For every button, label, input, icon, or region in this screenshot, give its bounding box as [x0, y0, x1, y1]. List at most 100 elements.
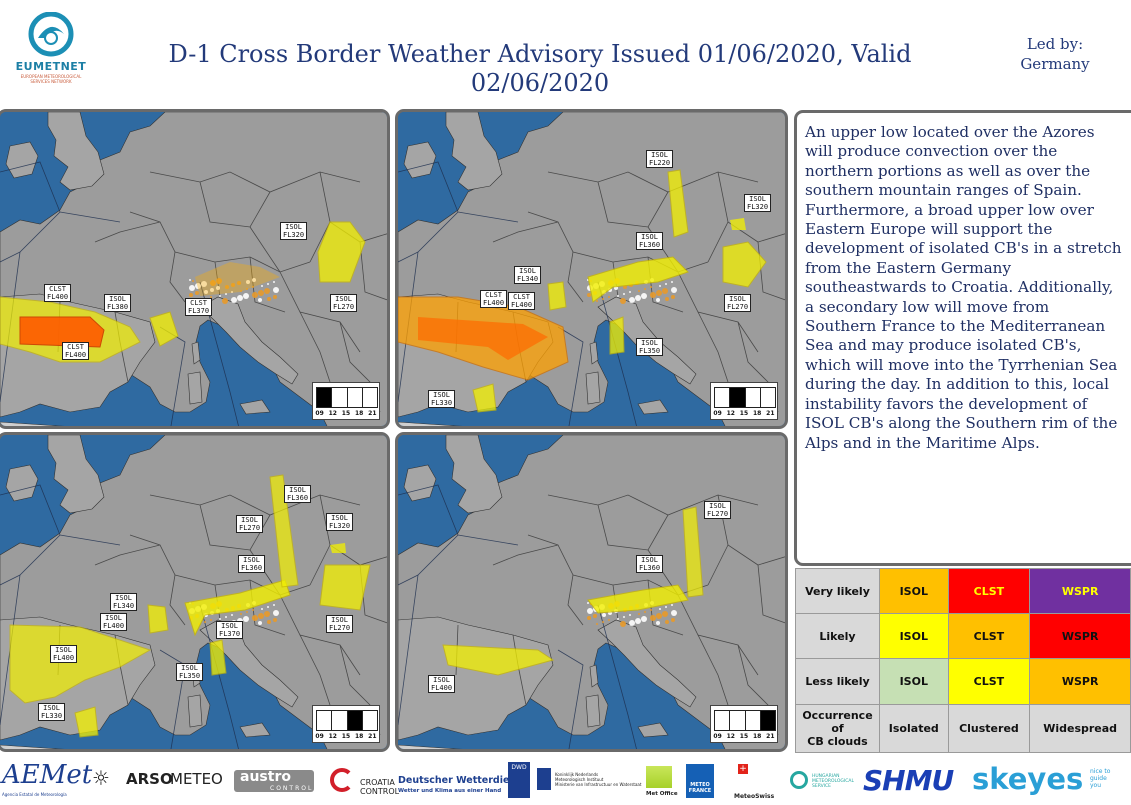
- flight-level-label: ISOL FL320: [280, 222, 308, 240]
- time-slot-cell: [331, 387, 348, 408]
- flight-level-label: ISOL FL350: [636, 338, 664, 356]
- time-slot-labels: 09 12 15 18 21: [313, 733, 379, 740]
- legend-likelihood: Very likely: [795, 567, 880, 615]
- time-label: 21: [766, 410, 775, 417]
- time-slot-cell: [759, 387, 776, 408]
- time-label: 18: [354, 410, 364, 417]
- flight-level-label: CLST FL400: [480, 290, 508, 308]
- map-base: [398, 112, 785, 426]
- time-label: 12: [726, 733, 735, 740]
- title-line-2: 02/06/2020: [470, 69, 610, 97]
- time-slot-cells: [316, 387, 378, 408]
- time-label: 12: [328, 733, 337, 740]
- advisory-map-15: ISOL FL360 ISOL FL270 ISOL FL320 ISOL FL360…: [0, 432, 390, 752]
- flight-level-label: ISOL FL270: [704, 501, 732, 519]
- advisory-map-12: ISOL FL220 ISOL FL320 ISOL FL360 ISOL FL340…: [395, 109, 788, 429]
- legend-cell: CLST: [947, 613, 1031, 660]
- forecast-description-panel: An upper low located over the Azores wil…: [794, 110, 1131, 566]
- legend-cell: ISOL: [879, 613, 949, 660]
- flight-level-label: ISOL FL220: [646, 150, 674, 168]
- dwd-subtitle: Wetter und Klima aus einer Hand: [398, 788, 502, 794]
- flight-level-label: ISOL FL270: [236, 515, 264, 533]
- time-slot-cells: [316, 710, 378, 731]
- time-slot-indicator: 09 12 15 18 21: [312, 382, 380, 420]
- time-label: 09: [315, 410, 324, 417]
- flight-level-label: ISOL FL350: [176, 663, 204, 681]
- time-slot-indicator: 09 12 15 18 21: [312, 705, 380, 743]
- time-slot-cell: [331, 710, 348, 731]
- shmu-logo: SHMU: [863, 764, 954, 797]
- advisory-map-18: ISOL FL270 ISOL FL360 ISOL FL400 09 12 15 18 21: [395, 432, 788, 752]
- time-label: 15: [739, 733, 749, 740]
- page-title: D-1 Cross Border Weather Advisory Issued…: [140, 40, 940, 98]
- time-slot-cell: [361, 387, 378, 408]
- flight-level-label: ISOL FL340: [110, 593, 138, 611]
- legend-footer-row: Occurrence of CB clouds Isolated Clustered…: [795, 703, 1131, 754]
- flight-level-label: ISOL FL320: [326, 513, 354, 531]
- swiss-cross-icon: +: [738, 764, 748, 774]
- eumetnet-swirl-icon: [28, 12, 74, 57]
- time-slot-cell: [316, 710, 333, 731]
- time-slot-labels: 09 12 15 18 21: [313, 410, 379, 417]
- flight-level-label: ISOL FL270: [330, 294, 358, 312]
- led-by: Led by: Germany: [1005, 34, 1105, 74]
- hungarian-met-logo: HUNGARIAN METEOROLOGICAL SERVICE: [812, 774, 854, 789]
- austro-text: austro: [240, 769, 291, 785]
- croatia-line-2: CONTROL: [360, 787, 400, 796]
- aemet-subtext: Agencia Estatal de Meteorología: [2, 792, 67, 797]
- flight-level-label: ISOL FL360: [284, 485, 312, 503]
- skeyes-logo: skeyes: [972, 762, 1084, 796]
- time-slot-cell: [714, 387, 731, 408]
- flight-level-label: ISOL FL360: [636, 555, 664, 573]
- led-by-country: Germany: [1020, 55, 1090, 73]
- meteoswiss-logo: MeteoSwiss: [734, 793, 775, 800]
- time-label: 21: [368, 410, 377, 417]
- meteo-france-logo: METEO FRANCE: [686, 764, 714, 798]
- austro-control-logo: [234, 770, 314, 792]
- hungarian-met-icon: [790, 771, 808, 789]
- flight-level-label: ISOL FL270: [724, 294, 752, 312]
- time-label: 15: [739, 410, 749, 417]
- time-slot-cell: [729, 710, 746, 731]
- croatia-line-1: CROATIA: [360, 778, 395, 787]
- map-base: [0, 435, 387, 749]
- legend-cell: WSPR: [1029, 567, 1131, 615]
- time-label: 09: [315, 733, 324, 740]
- time-slot-cell: [361, 710, 378, 731]
- time-label: 09: [713, 733, 722, 740]
- time-slot-indicator: 09 12 15 18 21: [710, 382, 778, 420]
- advisory-areas: [9, 474, 371, 738]
- flight-level-label: ISOL FL340: [514, 266, 542, 284]
- croatia-control-icon: [330, 768, 354, 792]
- flight-level-label: ISOL FL360: [636, 232, 664, 250]
- time-slot-cells: [714, 387, 776, 408]
- flight-level-label: ISOL FL360: [238, 555, 266, 573]
- time-label: 09: [713, 410, 722, 417]
- time-slot-labels: 09 12 15 18 21: [711, 733, 777, 740]
- knmi-crest-icon: [537, 768, 551, 790]
- legend-occurrence-type: Clustered: [947, 703, 1031, 754]
- legend-cell: WSPR: [1029, 613, 1131, 660]
- title-line-1: D-1 Cross Border Weather Advisory Issued…: [168, 40, 912, 68]
- austro-control-text: CONTROL: [270, 785, 314, 792]
- flight-level-label: ISOL FL400: [428, 675, 456, 693]
- map-base: [398, 435, 785, 749]
- dwd-badge: DWD: [508, 762, 530, 798]
- flight-level-label: ISOL FL370: [216, 621, 244, 639]
- legend-likelihood: Likely: [795, 613, 880, 660]
- time-label: 21: [766, 733, 775, 740]
- arso-sun-icon: ☼: [92, 766, 110, 790]
- time-slot-cell: [729, 387, 746, 408]
- legend-occurrence-type: Widespread: [1029, 703, 1131, 754]
- aemet-logo: AEMet: [2, 760, 93, 790]
- legend-row: Less likely ISOL CLST WSPR: [795, 658, 1131, 705]
- arso-logo: ARSO: [126, 770, 173, 788]
- time-slot-labels: 09 12 15 18 21: [711, 410, 777, 417]
- flight-level-label: CLST FL400: [62, 342, 90, 360]
- met-office-logo: Met Office: [646, 791, 678, 797]
- partner-logos: AEMet Agencia Estatal de Meteorología ☼ …: [0, 758, 1131, 805]
- met-office-icon: [646, 766, 672, 788]
- flight-level-label: ISOL FL400: [100, 613, 128, 631]
- legend-occurrence-type: Isolated: [879, 703, 949, 754]
- legend-cell: CLST: [947, 658, 1031, 705]
